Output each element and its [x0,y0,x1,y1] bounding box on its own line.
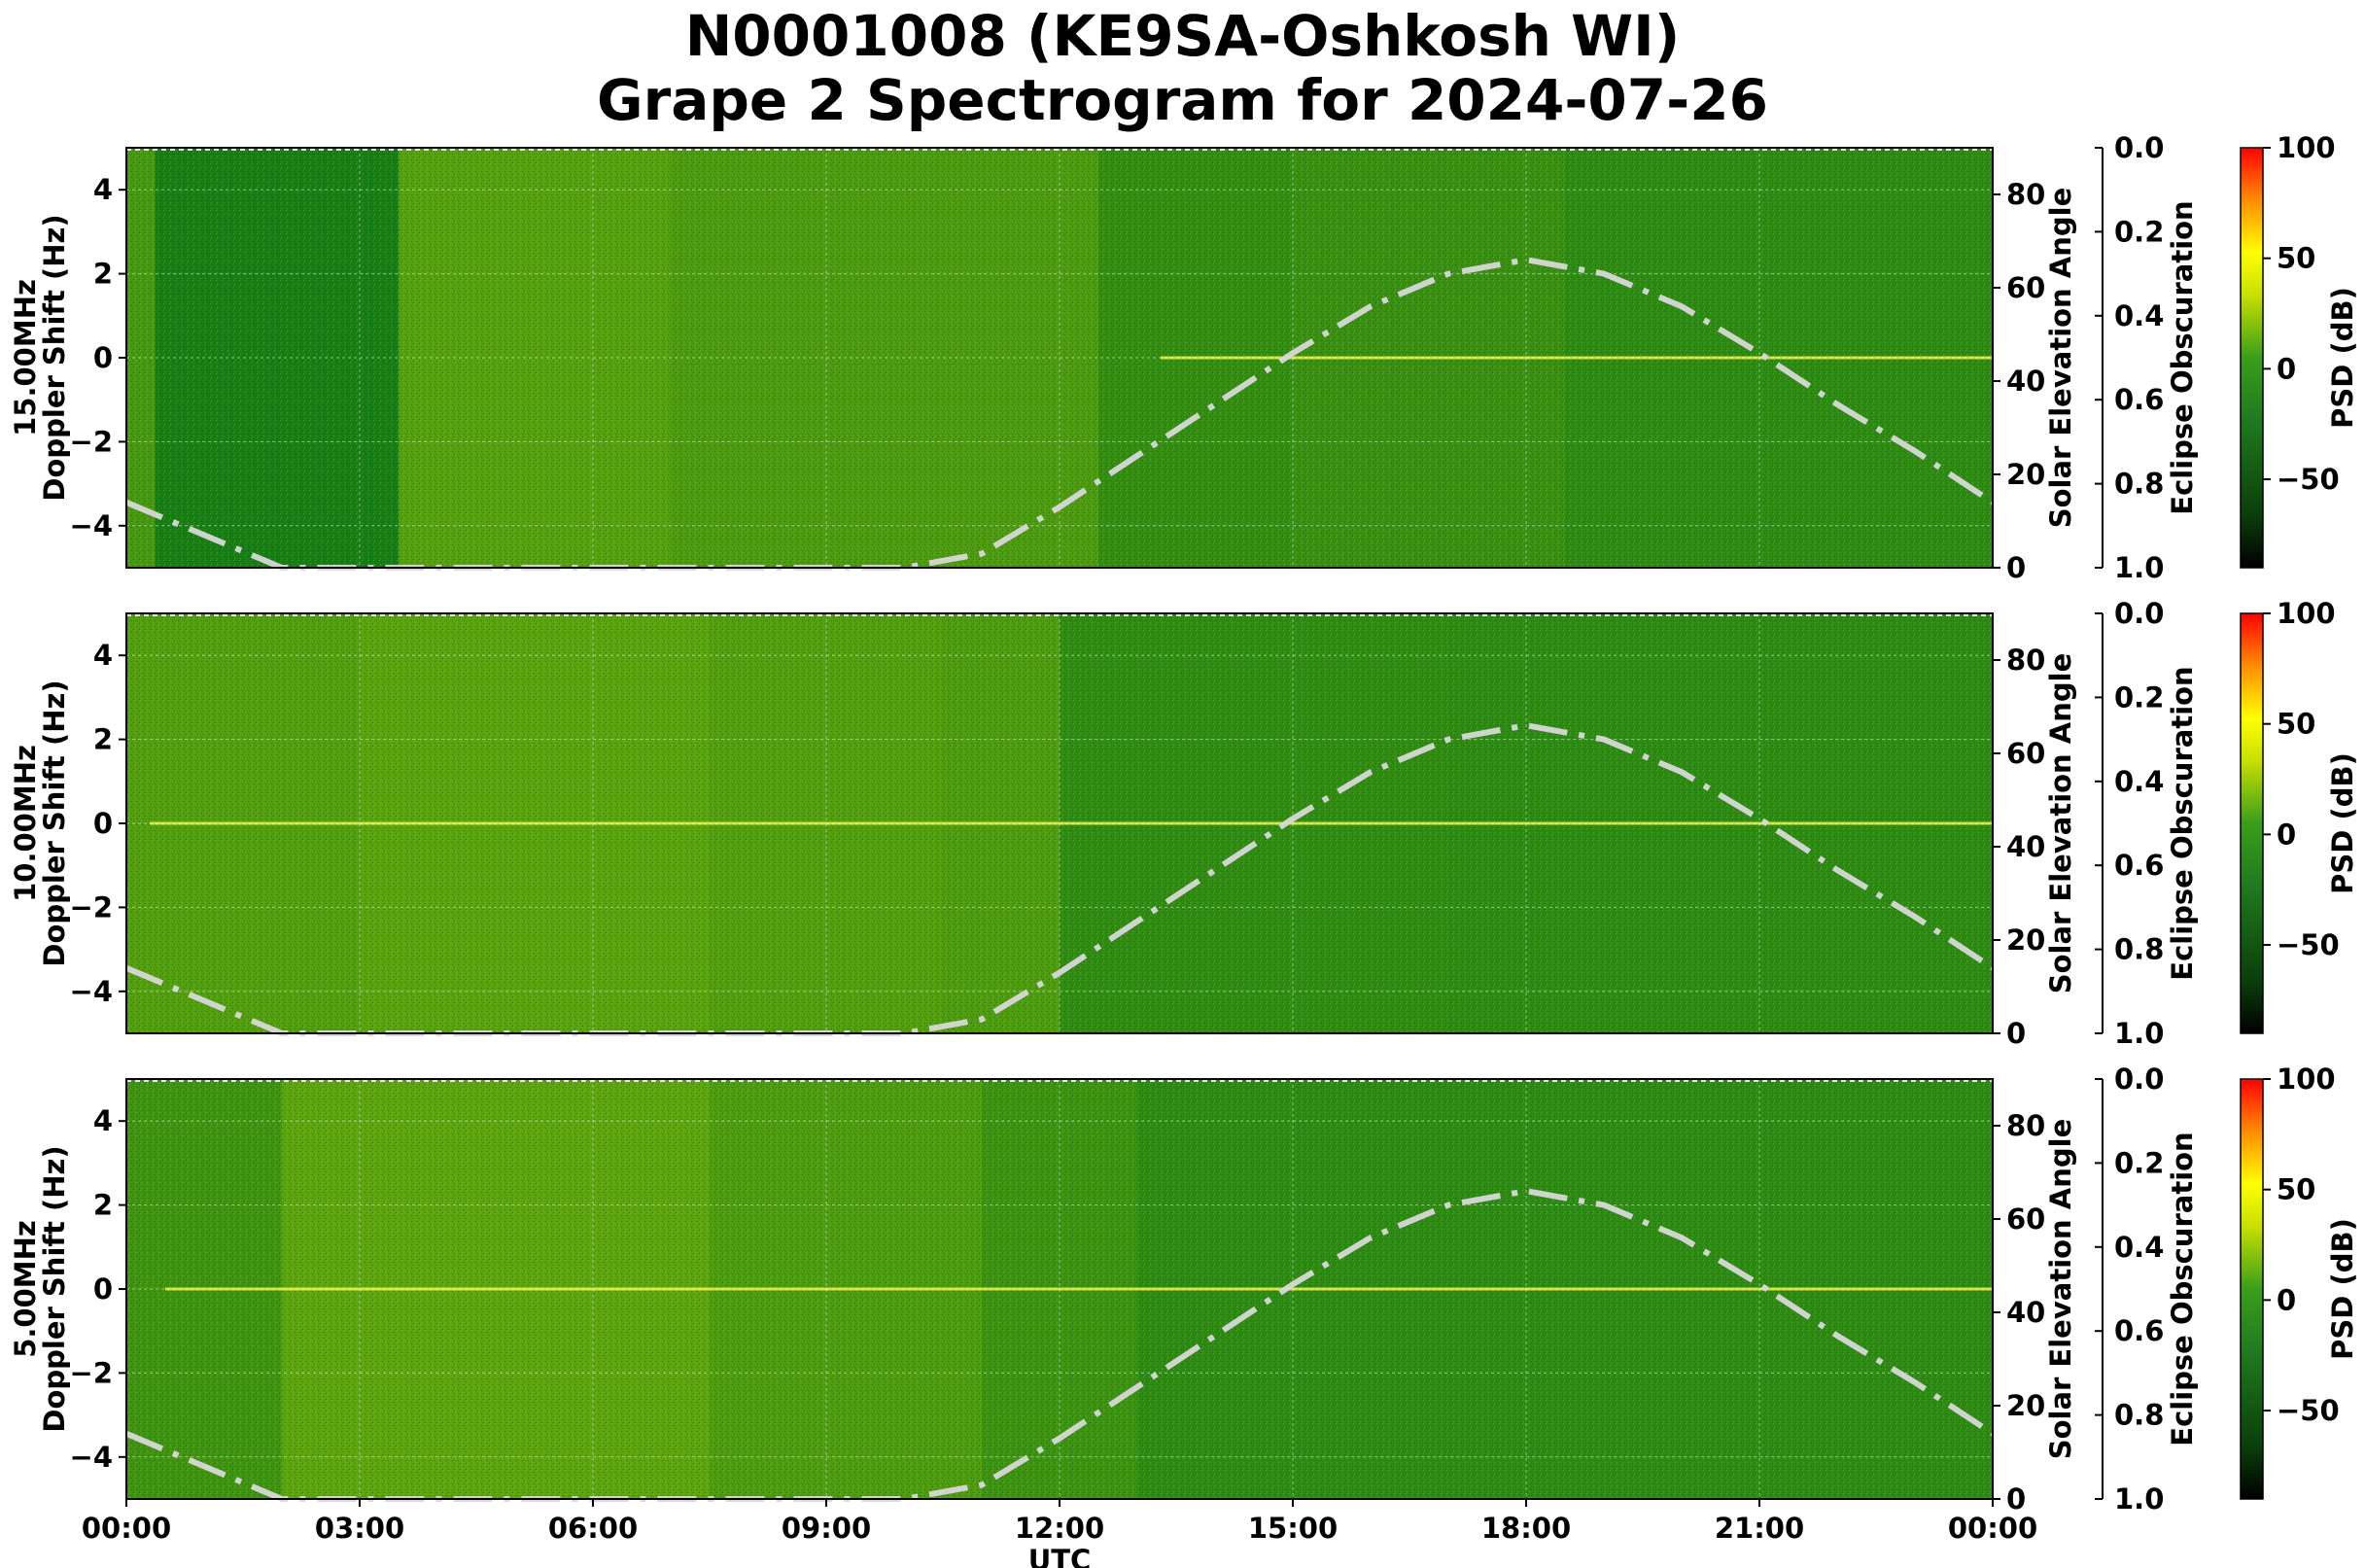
x-tick-label: 00:00 [82,1512,171,1545]
solar-tick-label: 0 [2006,551,2026,584]
eclipse-tick-label: 0.6 [2114,383,2164,416]
x-tick-label: 06:00 [548,1512,638,1545]
frequency-label: 10.00MHz [9,745,42,902]
eclipse-tick-label: 0.0 [2114,1063,2164,1096]
solar-tick-label: 20 [2006,1389,2045,1422]
eclipse-axis-label: Eclipse Obscuration [2166,200,2199,514]
solar-tick-label: 80 [2006,1109,2045,1142]
y-tick-label: 0 [93,807,113,840]
colorbar-tick-label: 100 [2277,131,2336,164]
solar-tick-label: 40 [2006,830,2045,863]
solar-tick-label: 80 [2006,178,2045,211]
frequency-label: 5.00MHz [9,1220,42,1358]
eclipse-tick-label: 0.8 [2114,933,2164,966]
eclipse-tick-label: 0.4 [2114,1231,2164,1264]
y-tick-label: 2 [93,1189,113,1222]
eclipse-tick-label: 0.8 [2114,1399,2164,1432]
y-tick-label: 2 [93,258,113,291]
eclipse-tick-label: 0.2 [2114,680,2164,714]
x-tick-label: 03:00 [315,1512,404,1545]
colorbar-tick-label: −50 [2277,463,2340,496]
colorbar-label: PSD (dB) [2326,287,2359,429]
eclipse-tick-label: 0.2 [2114,215,2164,248]
solar-elevation-axis-label: Solar Elevation Angle [2044,1119,2077,1460]
y-tick-label: −2 [70,1356,113,1389]
colorbar-tick-label: 50 [2277,708,2315,741]
solar-elevation-axis-label: Solar Elevation Angle [2044,188,2077,529]
solar-tick-label: 20 [2006,458,2045,491]
y-tick-label: −2 [70,425,113,458]
colorbar-tick-label: 50 [2277,1173,2315,1206]
solar-tick-label: 60 [2006,737,2045,770]
colorbar-tick-label: 0 [2277,818,2296,851]
y-tick-label: 0 [93,341,113,374]
colorbar-tick-label: 0 [2277,1283,2296,1316]
y-tick-label: 0 [93,1272,113,1306]
title-line-2: Grape 2 Spectrogram for 2024-07-26 [597,67,1768,133]
solar-tick-label: 0 [2006,1017,2026,1050]
eclipse-tick-label: 0.4 [2114,765,2164,798]
eclipse-axis-label: Eclipse Obscuration [2166,666,2199,980]
figure-title: N0001008 (KE9SA-Oshkosh WI) Grape 2 Spec… [0,4,2365,132]
colorbar-tick-label: 50 [2277,242,2315,275]
x-axis-label: UTC [1028,1544,1092,1568]
frequency-label: 15.00MHz [9,279,42,436]
x-tick-label: 12:00 [1015,1512,1104,1545]
y-tick-label: 4 [93,173,113,206]
doppler-axis-label: Doppler Shift (Hz) [38,214,71,501]
solar-tick-label: 40 [2006,1296,2045,1329]
colorbar-tick-label: −50 [2277,928,2340,961]
x-tick-label: 21:00 [1715,1512,1804,1545]
solar-elevation-axis-label: Solar Elevation Angle [2044,653,2077,994]
y-tick-label: −4 [70,509,113,542]
colorbar-tick-label: 100 [2277,597,2336,630]
y-tick-label: −2 [70,890,113,923]
colorbar [2240,612,2264,1034]
doppler-axis-label: Doppler Shift (Hz) [38,679,71,966]
y-tick-label: −4 [70,975,113,1008]
solar-tick-label: 80 [2006,644,2045,677]
colorbar [2240,1078,2264,1500]
solar-tick-label: 0 [2006,1482,2026,1516]
colorbar [2240,147,2264,569]
x-tick-label: 18:00 [1481,1512,1571,1545]
eclipse-tick-label: 0.2 [2114,1146,2164,1179]
y-tick-label: −4 [70,1441,113,1474]
eclipse-tick-label: 0.6 [2114,849,2164,882]
eclipse-tick-label: 1.0 [2114,1482,2164,1516]
colorbar-label: PSD (dB) [2326,1218,2359,1360]
solar-tick-label: 60 [2006,1202,2045,1236]
title-line-1: N0001008 (KE9SA-Oshkosh WI) [684,3,1681,69]
y-tick-label: 2 [93,723,113,756]
colorbar-tick-label: 100 [2277,1063,2336,1096]
solar-tick-label: 20 [2006,923,2045,957]
eclipse-tick-label: 0.0 [2114,597,2164,630]
solar-tick-label: 60 [2006,271,2045,304]
colorbar-tick-label: −50 [2277,1394,2340,1427]
x-tick-label: 15:00 [1248,1512,1338,1545]
eclipse-tick-label: 0.6 [2114,1314,2164,1347]
eclipse-tick-label: 1.0 [2114,551,2164,584]
x-tick-label: 09:00 [782,1512,871,1545]
eclipse-tick-label: 1.0 [2114,1017,2164,1050]
eclipse-tick-label: 0.4 [2114,299,2164,332]
y-tick-label: 4 [93,639,113,672]
eclipse-tick-label: 0.8 [2114,468,2164,501]
y-tick-label: 4 [93,1104,113,1137]
doppler-axis-label: Doppler Shift (Hz) [38,1145,71,1432]
x-tick-label: 00:00 [1948,1512,2037,1545]
eclipse-axis-label: Eclipse Obscuration [2166,1132,2199,1446]
eclipse-tick-label: 0.0 [2114,131,2164,164]
solar-tick-label: 40 [2006,365,2045,398]
colorbar-tick-label: 0 [2277,352,2296,385]
colorbar-label: PSD (dB) [2326,752,2359,894]
